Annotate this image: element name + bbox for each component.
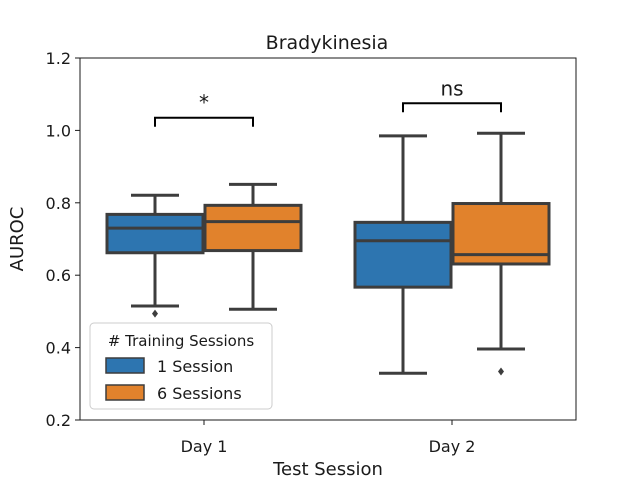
y-axis: 0.2 0.4 0.6 0.8 1.0 1.2: [46, 49, 80, 430]
outlier-point: [152, 309, 158, 318]
x-axis-label: Test Session: [272, 459, 383, 480]
y-tick-label: 0.8: [46, 194, 71, 213]
legend-swatch: [105, 357, 145, 374]
significance-label: *: [199, 91, 209, 115]
legend-title: # Training Sessions: [108, 332, 255, 350]
significance-label: ns: [440, 76, 463, 100]
x-tick-label: Day 1: [181, 437, 228, 456]
y-tick-label: 0.4: [46, 339, 71, 358]
x-tick-label: Day 2: [429, 437, 476, 456]
box-2-1: [203, 182, 303, 311]
box-body: [105, 212, 205, 255]
box-2-2: [451, 131, 551, 376]
legend-entry-label: 6 Sessions: [157, 384, 242, 403]
boxes: [105, 131, 551, 376]
box-body: [203, 203, 303, 253]
plot-area: [79, 57, 577, 421]
legend-entry-label: 1 Session: [157, 357, 233, 376]
significance-annotations: * ns: [154, 76, 502, 127]
y-tick-label: 0.6: [46, 266, 71, 285]
significance-bracket: [154, 116, 254, 127]
legend: # Training Sessions 1 Session 6 Sessions: [89, 322, 273, 410]
y-axis-label: AUROC: [7, 207, 28, 272]
y-tick-label: 1.0: [46, 121, 71, 140]
y-tick-label: 0.2: [46, 411, 71, 430]
y-tick-label: 1.2: [46, 49, 71, 68]
box-1-2: [353, 134, 453, 375]
legend-swatch: [105, 384, 145, 401]
box-1-1: [105, 193, 205, 318]
significance-bracket: [402, 102, 502, 113]
chart-title: Bradykinesia: [266, 32, 389, 54]
box-body: [353, 220, 453, 289]
x-axis: Day 1 Day 2: [181, 420, 476, 456]
outlier-point: [498, 367, 504, 376]
